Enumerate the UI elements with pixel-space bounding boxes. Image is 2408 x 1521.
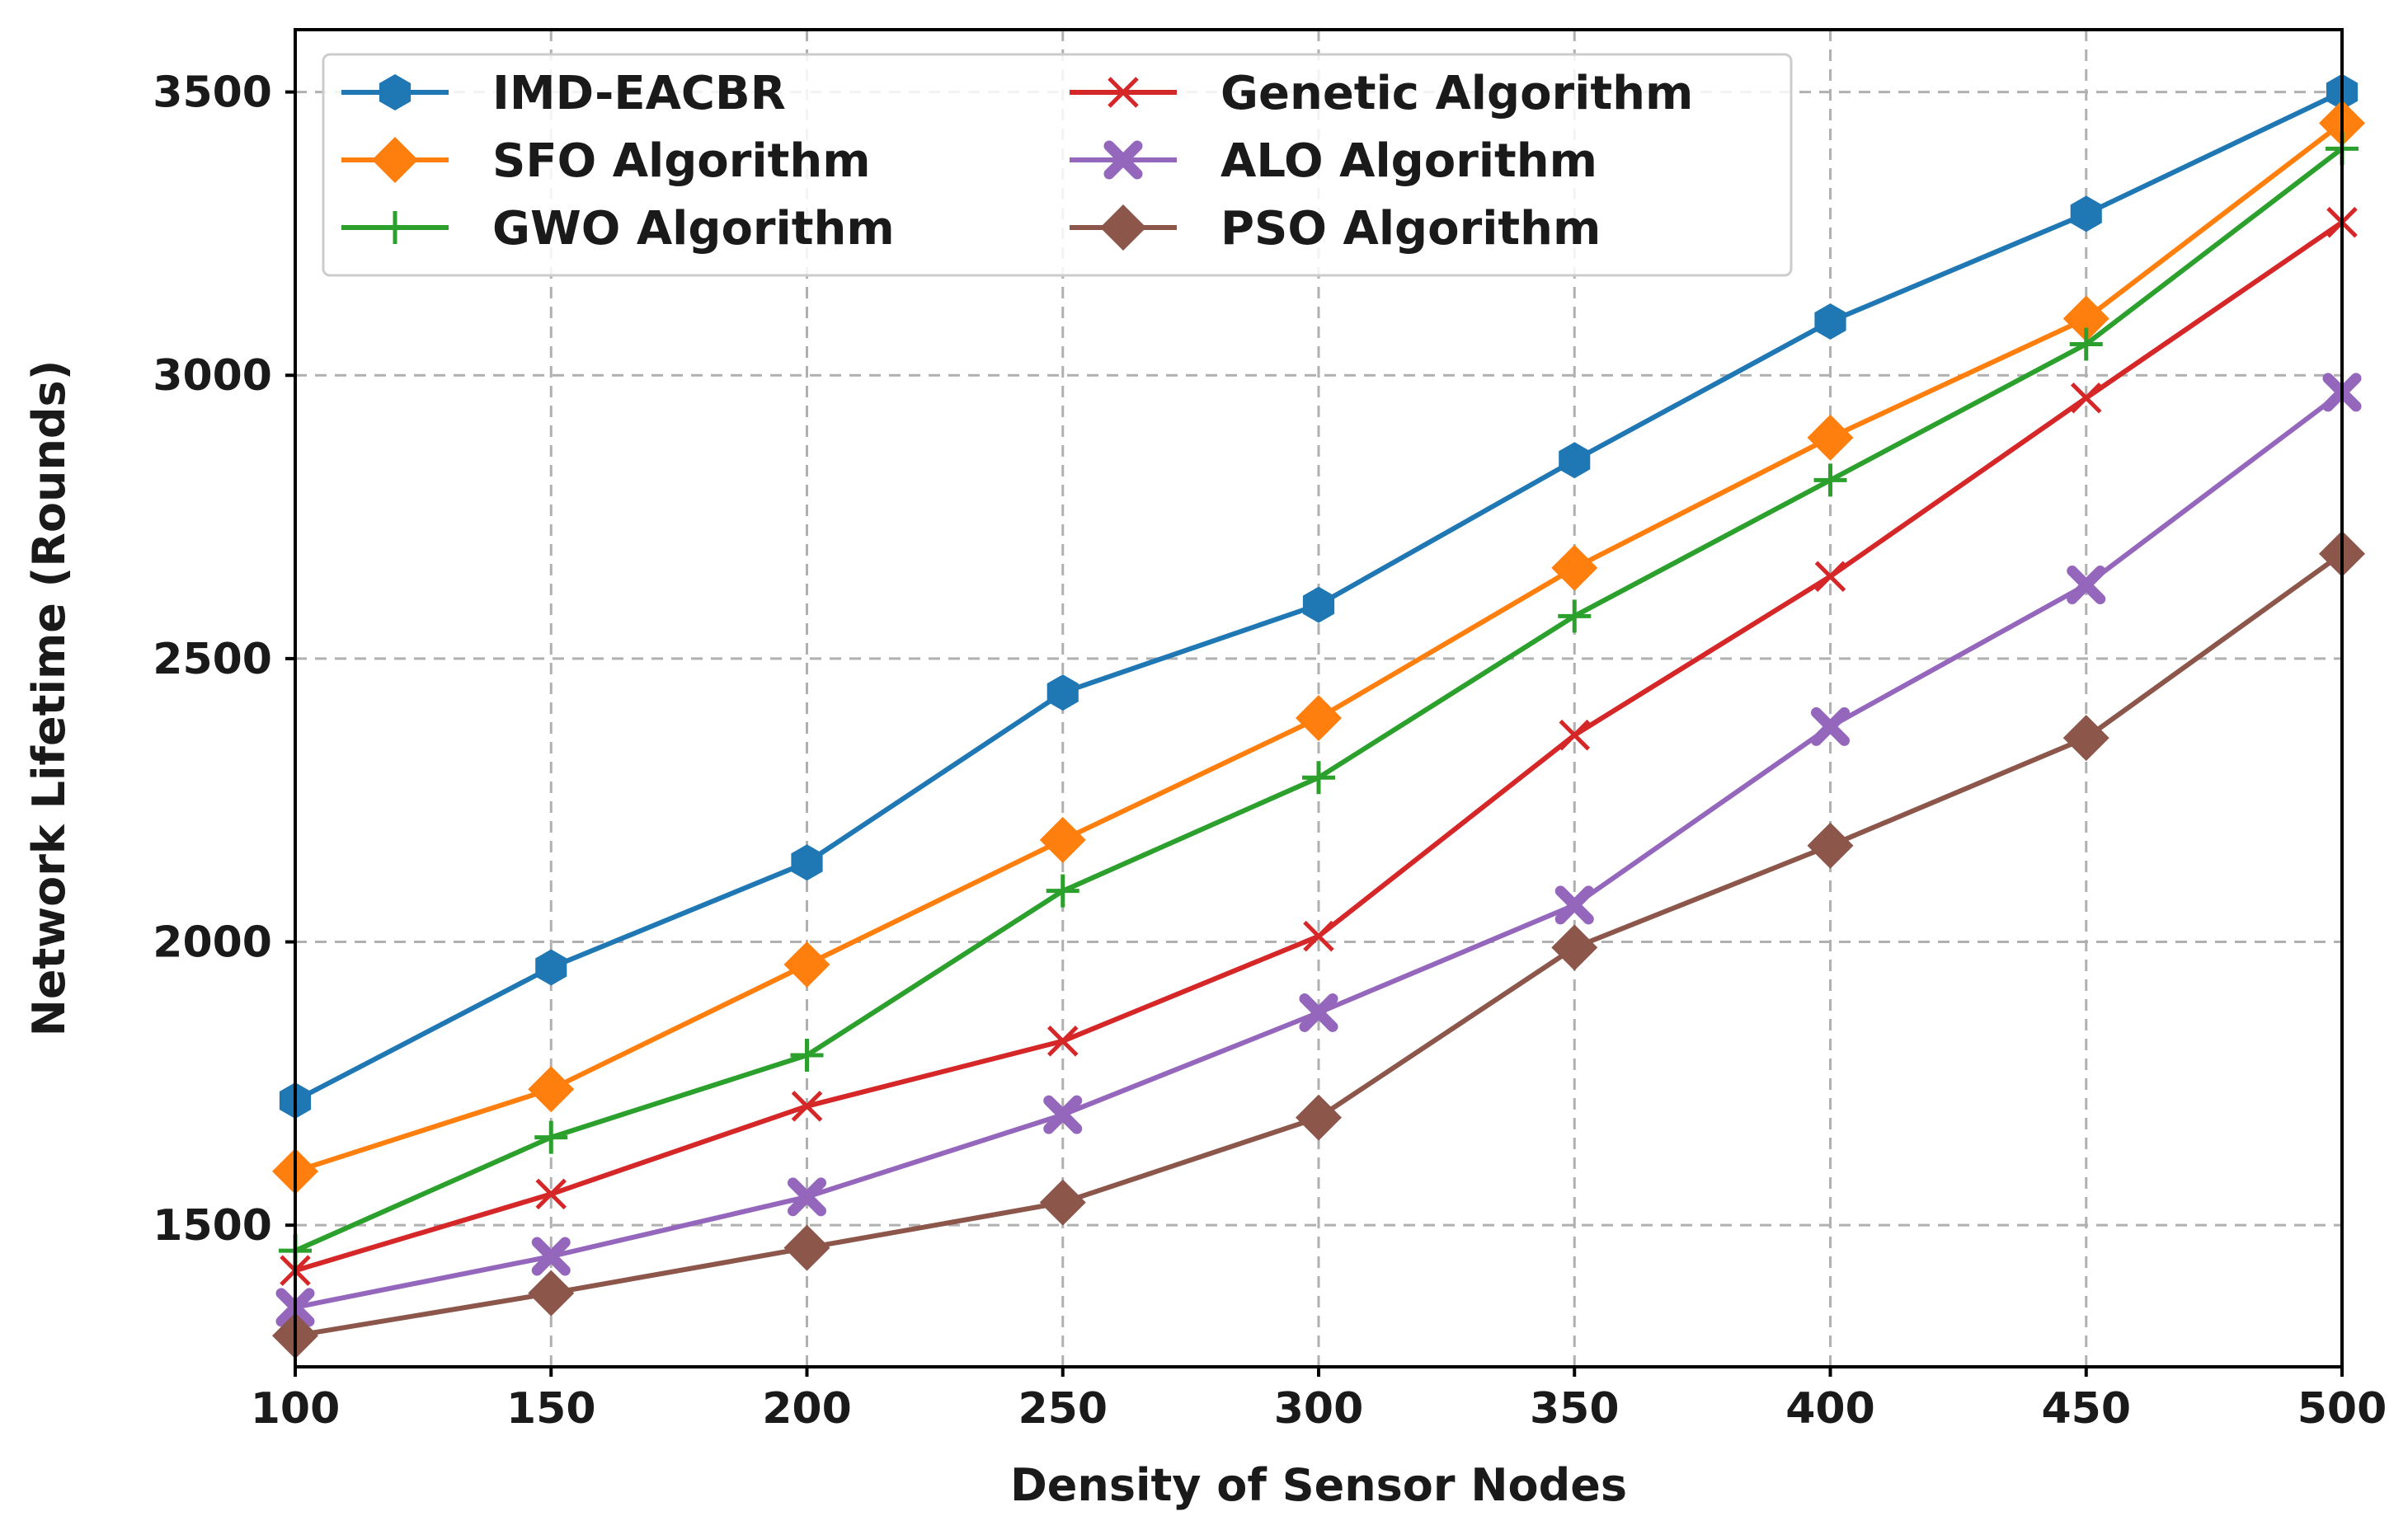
legend-label-pso-algorithm: PSO Algorithm: [1220, 202, 1601, 256]
y-tick-label: 3000: [153, 351, 272, 401]
data-point-sfo-algorithm: [1551, 544, 1598, 591]
x-axis-label: Density of Sensor Nodes: [1010, 1459, 1627, 1511]
data-point-pso-algorithm: [528, 1270, 575, 1317]
series-alo-algorithm: [275, 373, 2362, 1327]
data-point-alo-algorithm: [531, 1237, 571, 1276]
data-point-imd-eacbr: [535, 949, 567, 986]
legend-item-sfo-algorithm: SFO Algorithm: [341, 134, 871, 188]
x-tick-label: 150: [506, 1384, 596, 1434]
data-point-pso-algorithm: [1807, 822, 1854, 869]
legend-marker-alo-algorithm: [1103, 140, 1143, 180]
data-point-alo-algorithm: [1811, 707, 1850, 746]
y-tick-label: 2500: [153, 635, 272, 684]
data-point-genetic-algorithm: [2070, 382, 2102, 414]
data-point-genetic-algorithm: [1814, 561, 1846, 593]
data-point-genetic-algorithm: [791, 1091, 823, 1122]
series-layer: [272, 73, 2365, 1359]
data-point-sfo-algorithm: [1807, 414, 1854, 461]
data-point-imd-eacbr: [1559, 442, 1591, 479]
data-point-imd-eacbr: [1814, 303, 1846, 340]
data-point-sfo-algorithm: [1039, 816, 1086, 863]
data-point-alo-algorithm: [1554, 885, 1594, 925]
series-genetic-algorithm: [280, 206, 2358, 1286]
data-point-gwo-algorithm: [1046, 874, 1079, 908]
series-pso-algorithm: [272, 530, 2365, 1359]
data-point-gwo-algorithm: [534, 1120, 568, 1154]
series-sfo-algorithm: [272, 100, 2365, 1195]
x-tick-label: 250: [1018, 1384, 1108, 1434]
legend-label-gwo-algorithm: GWO Algorithm: [492, 202, 895, 256]
legend-item-gwo-algorithm: GWO Algorithm: [341, 202, 895, 256]
legend-box: [322, 53, 1793, 277]
data-point-genetic-algorithm: [1559, 719, 1591, 751]
y-tick-label: 1500: [153, 1201, 272, 1251]
legend-marker-gwo-algorithm: [379, 211, 412, 244]
data-point-pso-algorithm: [2062, 715, 2109, 762]
legend-label-alo-algorithm: ALO Algorithm: [1220, 134, 1597, 188]
legend-item-imd-eacbr: IMD-EACBR: [341, 67, 786, 120]
y-tick-label: 3500: [153, 68, 272, 118]
data-point-pso-algorithm: [1039, 1179, 1086, 1226]
data-point-imd-eacbr: [2070, 195, 2102, 232]
data-point-imd-eacbr: [1046, 674, 1079, 711]
x-tick-label: 400: [1785, 1384, 1875, 1434]
tick-layer: 100 150 200 250 300 350 400 450 500 1500 2000 2500 3…: [153, 68, 2387, 1434]
data-point-gwo-algorithm: [1302, 761, 1335, 795]
data-point-imd-eacbr: [791, 844, 823, 881]
data-point-pso-algorithm: [1551, 924, 1598, 971]
data-point-alo-algorithm: [1299, 993, 1338, 1032]
data-point-gwo-algorithm: [1558, 599, 1592, 633]
legend-marker-imd-eacbr: [379, 74, 412, 110]
data-point-genetic-algorithm: [1046, 1026, 1079, 1057]
data-point-pso-algorithm: [1296, 1094, 1342, 1141]
x-tick-label: 350: [1530, 1384, 1620, 1434]
legend-marker-sfo-algorithm: [372, 137, 418, 183]
data-point-sfo-algorithm: [528, 1066, 575, 1113]
data-point-sfo-algorithm: [783, 941, 830, 988]
data-point-alo-algorithm: [788, 1177, 826, 1217]
y-tick-label: 2000: [153, 918, 272, 968]
legend-item-alo-algorithm: ALO Algorithm: [1070, 134, 1597, 188]
legend-label-imd-eacbr: IMD-EACBR: [492, 67, 786, 120]
series-imd-eacbr: [279, 73, 2359, 1119]
legend-item-pso-algorithm: PSO Algorithm: [1070, 202, 1601, 256]
x-tick-label: 500: [2297, 1384, 2387, 1434]
legend-marker-pso-algorithm: [1100, 204, 1146, 251]
data-point-pso-algorithm: [783, 1224, 830, 1271]
data-point-alo-algorithm: [1043, 1095, 1083, 1134]
data-point-genetic-algorithm: [1303, 920, 1334, 952]
x-tick-label: 200: [762, 1384, 852, 1434]
y-axis-label: Network Lifetime (Rounds): [23, 360, 75, 1037]
legend-item-genetic-algorithm: Genetic Algorithm: [1070, 67, 1693, 120]
data-point-sfo-algorithm: [1296, 695, 1342, 742]
legend-label-sfo-algorithm: SFO Algorithm: [492, 134, 871, 188]
data-point-alo-algorithm: [2067, 566, 2106, 605]
legend-label-genetic-algorithm: Genetic Algorithm: [1220, 67, 1693, 120]
data-point-imd-eacbr: [1302, 586, 1335, 623]
legend: IMD-EACBR SFO Algorithm GWO Algorithm Genet…: [322, 53, 1793, 277]
x-tick-label: 100: [251, 1384, 341, 1434]
x-tick-label: 300: [1274, 1384, 1364, 1434]
data-point-genetic-algorithm: [535, 1178, 567, 1210]
data-point-gwo-algorithm: [1813, 463, 1847, 497]
x-tick-label: 450: [2041, 1384, 2131, 1434]
legend-marker-genetic-algorithm: [1108, 77, 1139, 108]
data-point-sfo-algorithm: [2062, 295, 2109, 342]
data-point-gwo-algorithm: [2069, 327, 2103, 361]
data-point-gwo-algorithm: [790, 1038, 824, 1072]
